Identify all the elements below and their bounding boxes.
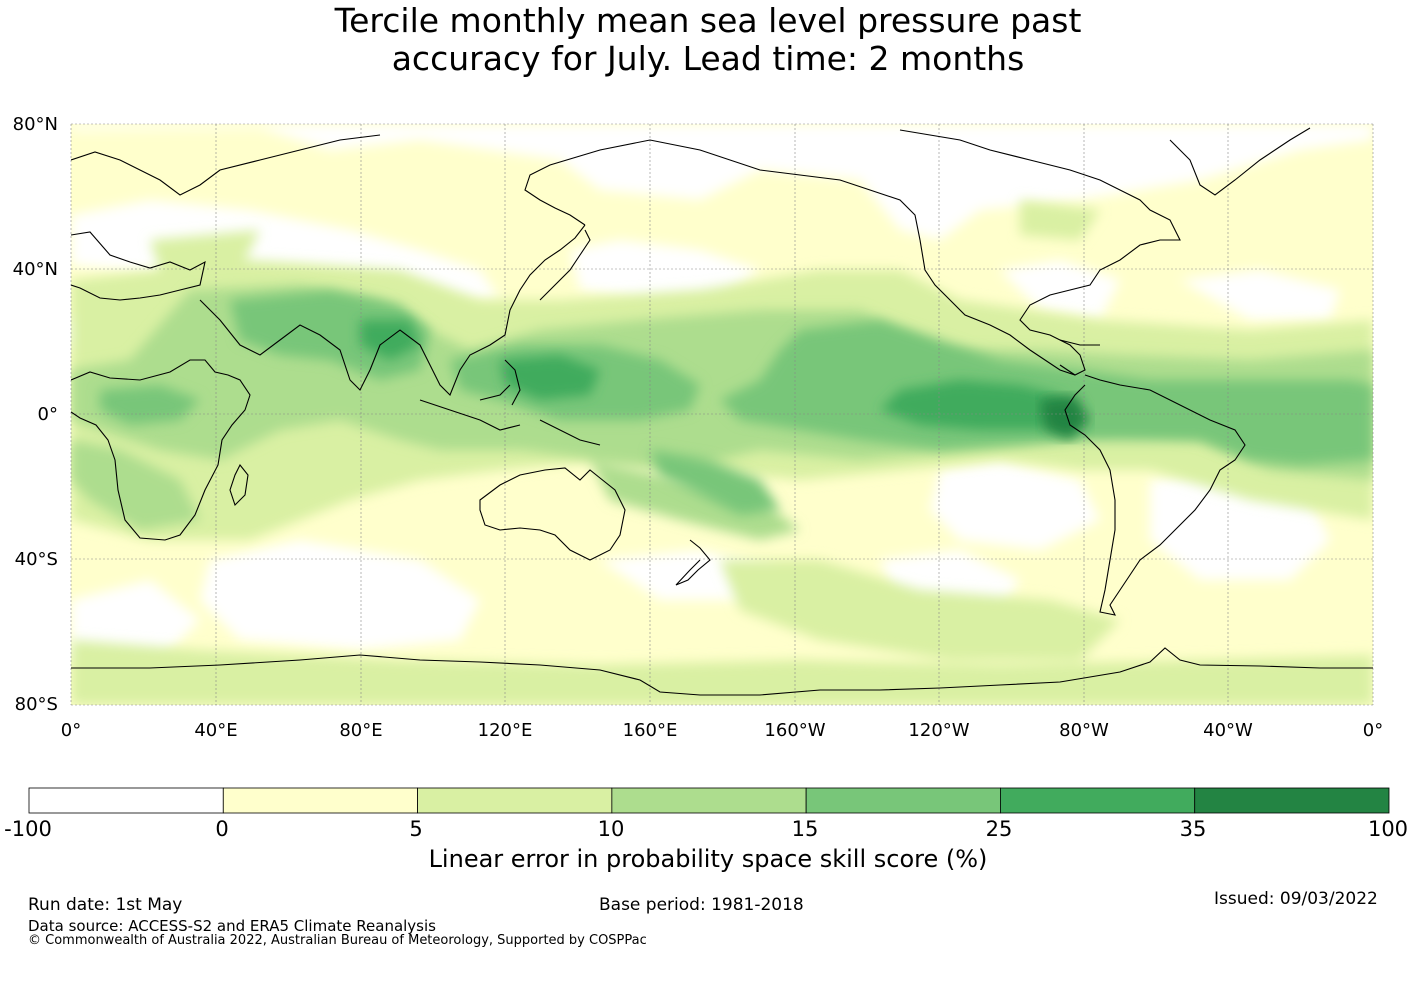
coastline-antarctica (71, 647, 1373, 696)
lon-label-40e: 40°E (194, 720, 238, 741)
coastlines (71, 127, 1373, 696)
coastline-europe (71, 231, 206, 301)
coastline-asia-south (199, 224, 586, 396)
lon-label-120w: 120°W (908, 720, 970, 741)
gridlines (70, 123, 1374, 706)
lat-label-40s: 40°S (14, 549, 58, 570)
lon-label-160e: 160°E (622, 720, 678, 741)
coastline-japan (539, 229, 591, 301)
lon-label-80e: 80°E (339, 720, 383, 741)
lon-label-40w: 40°W (1203, 720, 1253, 741)
colorbar-segment (1194, 787, 1390, 814)
colorbar-tick-100: 100 (1367, 817, 1409, 841)
colorbar-tick-25: 25 (985, 817, 1013, 841)
lat-label-80s: 80°S (14, 694, 58, 715)
lon-label-0-east: 0° (1362, 720, 1384, 741)
colorbar-label: Linear error in probability space skill … (428, 845, 988, 873)
colorbar-segment (611, 787, 807, 814)
colorbar-tick-0: 0 (215, 817, 229, 841)
colorbar-segment (805, 787, 1001, 814)
coastline-north-america (899, 129, 1181, 376)
issued-date: Issued: 09/03/2022 (1214, 889, 1378, 909)
colorbar-segment (28, 787, 224, 814)
colorbar-tick-10: 10 (597, 817, 625, 841)
lon-label-160w: 160°W (764, 720, 826, 741)
coastline-south-america (1064, 374, 1246, 616)
colorbar-segment (222, 787, 418, 814)
title-line-2: accuracy for July. Lead time: 2 months (391, 39, 1025, 78)
lat-label-0: 0° (37, 404, 58, 425)
coastline-greenland (1169, 127, 1311, 196)
lat-label-40n: 40°N (12, 259, 58, 280)
run-date: Run date: 1st May (28, 895, 183, 915)
skill-score-map (70, 123, 1374, 706)
base-period: Base period: 1981-2018 (599, 895, 804, 915)
colorbar-tick-35: 35 (1179, 817, 1207, 841)
lon-label-80w: 80°W (1059, 720, 1109, 741)
title-line-1: Tercile monthly mean sea level pressure … (334, 1, 1082, 40)
lat-label-80n: 80°N (12, 114, 58, 135)
colorbar-tick-neg100: -100 (4, 817, 52, 841)
colorbar-segment (417, 787, 613, 814)
colorbar-tick-15: 15 (791, 817, 819, 841)
skill-shading (71, 124, 1373, 705)
coastline-nz (675, 539, 711, 586)
colorbar-segment (1000, 787, 1196, 814)
coastline-africa (71, 359, 251, 541)
data-source: Data source: ACCESS-S2 and ERA5 Climate … (28, 917, 436, 935)
copyright: © Commonwealth of Australia 2022, Austra… (28, 933, 647, 948)
coastline-australia (479, 467, 626, 561)
lon-label-120e: 120°E (477, 720, 533, 741)
lon-label-0: 0° (60, 720, 82, 741)
colorbar-tick-5: 5 (409, 817, 423, 841)
colorbar (28, 787, 1390, 814)
